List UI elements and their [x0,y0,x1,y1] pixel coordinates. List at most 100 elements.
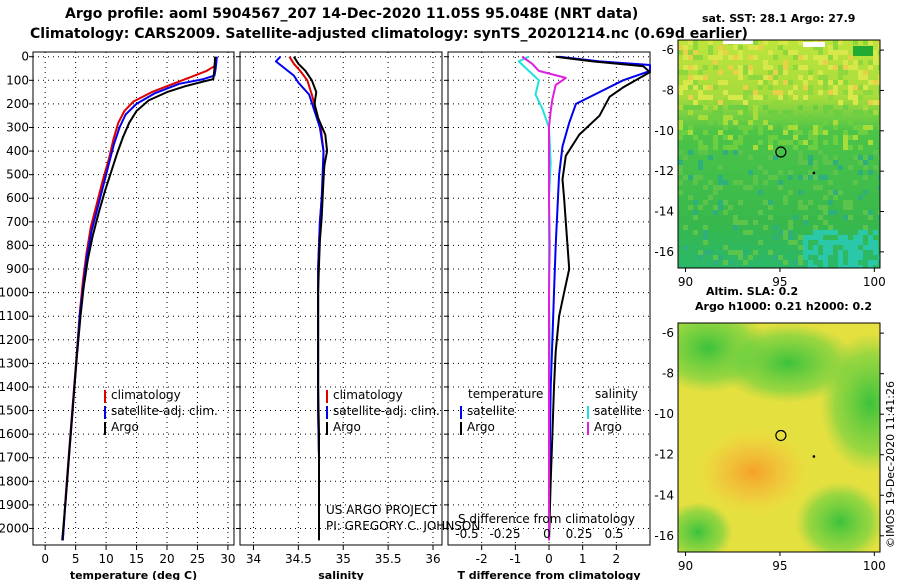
sst-cell [873,115,878,120]
sst-cell [768,135,773,140]
sst-cell [823,175,828,180]
legend-label: satellite [594,404,642,418]
map-y-tick-label: -10 [654,124,674,138]
sst-cell [863,75,868,80]
legend-title-temperature: temperature [468,387,543,401]
sst-cell [743,105,748,110]
sst-cell [778,185,783,190]
sst-cell [853,65,858,70]
sst-cell [803,85,808,90]
sst-cell [848,95,853,100]
sst-cell [878,100,880,105]
sst-cell [863,230,868,235]
sst-cell [778,65,783,70]
sst-cell [708,120,713,125]
sst-cell [723,90,728,95]
sst-cell [773,235,778,240]
sst-cell [838,100,843,105]
sst-cell [868,125,873,130]
sst-cell [818,45,823,50]
map-x-tick-label: 95 [772,275,787,289]
map-field [678,323,880,552]
sst-cell [778,230,783,235]
sst-cell [748,100,753,105]
depth-tick-label: 1300 [0,356,29,370]
sst-cell [798,190,803,195]
sst-cell [738,105,743,110]
sst-cell [813,45,818,50]
sst-cell [838,250,843,255]
sst-cell [853,135,858,140]
sst-cell [678,50,683,55]
sst-cell [718,105,723,110]
sst-cell [753,75,758,80]
sst-cell [678,90,683,95]
sst-cell [818,255,823,260]
depth-tick-label: 400 [6,144,29,158]
float-position-marker [775,146,787,158]
sst-cell [718,55,723,60]
sst-cell [853,245,858,250]
sst-cell [788,235,793,240]
sst-cell [688,75,693,80]
plot-title-line2: Climatology: CARS2009. Satellite-adjuste… [30,26,748,42]
sst-cell [783,235,788,240]
sst-cell [723,125,728,130]
sst-cell [823,255,828,260]
sst-cell [733,55,738,60]
x-tick-label: 34.5 [285,552,312,566]
sst-cell [788,110,793,115]
sst-cell [758,85,763,90]
sst-cell [678,130,683,135]
x-tick-label: 34 [246,552,261,566]
sst-cell [693,45,698,50]
sst-cell [838,65,843,70]
depth-tick-label: 1900 [0,498,29,512]
sst-cell [743,70,748,75]
sst-cell [733,70,738,75]
sst-cell [823,205,828,210]
sst-cell [878,85,880,90]
sst-cell [783,80,788,85]
sst-cell [758,240,763,245]
sst-cell [803,100,808,105]
sst-cell [678,135,683,140]
depth-tick-label: 900 [6,262,29,276]
sst-cell [878,45,880,50]
sla-high-region [693,427,813,517]
sst-cell [808,145,813,150]
legend-label: Argo [111,420,139,434]
sst-cell [753,175,758,180]
sst-cell [853,40,858,45]
sst-cell [793,95,798,100]
sst-cell [803,55,808,60]
sst-cell [763,65,768,70]
sst-cell [843,65,848,70]
sst-cell [728,100,733,105]
sst-cell [693,55,698,60]
sst-cell [698,250,703,255]
sst-cell [698,145,703,150]
sst-cell [843,215,848,220]
sst-cell [843,70,848,75]
sst-cell [848,200,853,205]
sst-cell [733,215,738,220]
map-y-tick-label: -16 [654,529,674,543]
sst-cell [858,160,863,165]
sst-cell [748,230,753,235]
sst-cell [683,245,688,250]
sst-cell [788,230,793,235]
sst-cell [758,140,763,145]
depth-tick-label: 1100 [0,309,29,323]
sst-cell [808,85,813,90]
legend-label: satellite-adj. clim. [333,404,440,418]
sst-cell [853,100,858,105]
sst-cell [873,165,878,170]
sst-cell [678,180,683,185]
sst-cell [718,175,723,180]
map-x-tick-label: 90 [678,559,693,573]
sst-cell [713,105,718,110]
sst-cell [803,255,808,260]
sst-cell [693,65,698,70]
legend-label: satellite-adj. clim. [111,404,218,418]
